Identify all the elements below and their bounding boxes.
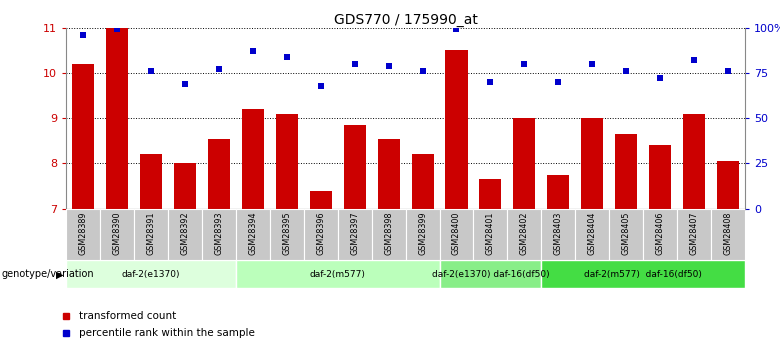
Bar	[236, 209, 270, 260]
Point	[688, 57, 700, 63]
Text: GSM28397: GSM28397	[350, 211, 360, 255]
Bar	[310, 190, 332, 209]
Bar	[73, 64, 94, 209]
Point	[349, 61, 361, 67]
Text: GSM28400: GSM28400	[452, 211, 461, 255]
Text: GSM28407: GSM28407	[690, 211, 699, 255]
Bar	[643, 209, 677, 260]
Text: GSM28393: GSM28393	[215, 211, 224, 255]
Bar	[412, 155, 434, 209]
Text: GSM28391: GSM28391	[147, 211, 156, 255]
Point	[246, 48, 259, 54]
Bar	[66, 260, 236, 288]
Bar	[304, 209, 338, 260]
Bar	[649, 145, 671, 209]
Bar	[270, 209, 304, 260]
Bar	[507, 209, 541, 260]
Text: GSM28408: GSM28408	[723, 211, 732, 255]
Text: ▶: ▶	[55, 269, 63, 279]
Bar	[541, 260, 745, 288]
Point	[111, 27, 123, 32]
Text: daf-2(m577): daf-2(m577)	[310, 270, 366, 279]
Bar	[677, 209, 711, 260]
Bar	[140, 155, 162, 209]
Text: GSM28394: GSM28394	[248, 211, 257, 255]
Bar	[513, 118, 535, 209]
Point	[179, 81, 191, 87]
Bar	[480, 179, 502, 209]
Bar	[66, 209, 101, 260]
Bar	[440, 209, 473, 260]
Text: GSM28398: GSM28398	[384, 211, 393, 255]
Bar	[344, 125, 366, 209]
Text: GSM28399: GSM28399	[418, 211, 427, 255]
Text: GSM28389: GSM28389	[79, 211, 88, 255]
Bar	[208, 139, 230, 209]
Bar	[242, 109, 264, 209]
Point	[586, 61, 598, 67]
Text: genotype/variation: genotype/variation	[2, 269, 94, 279]
Title: GDS770 / 175990_at: GDS770 / 175990_at	[334, 12, 477, 27]
Point	[213, 67, 225, 72]
Point	[518, 61, 530, 67]
Bar	[615, 134, 637, 209]
Text: GSM28392: GSM28392	[180, 211, 190, 255]
Text: daf-2(e1370) daf-16(df50): daf-2(e1370) daf-16(df50)	[431, 270, 549, 279]
Bar	[174, 164, 196, 209]
Bar	[236, 260, 440, 288]
Point	[314, 83, 327, 88]
Text: daf-2(m577)  daf-16(df50): daf-2(m577) daf-16(df50)	[584, 270, 702, 279]
Text: GSM28401: GSM28401	[486, 211, 495, 255]
Point	[722, 68, 734, 74]
Point	[484, 79, 497, 85]
Text: GSM28395: GSM28395	[282, 211, 292, 255]
Bar	[378, 139, 399, 209]
Bar	[101, 209, 134, 260]
Point	[620, 68, 633, 74]
Text: daf-2(e1370): daf-2(e1370)	[122, 270, 180, 279]
Bar	[711, 209, 745, 260]
Point	[382, 63, 395, 68]
Bar	[406, 209, 440, 260]
Bar	[541, 209, 576, 260]
Bar	[581, 118, 603, 209]
Bar	[440, 260, 541, 288]
Point	[77, 32, 90, 38]
Bar	[106, 28, 128, 209]
Point	[281, 54, 293, 59]
Bar	[276, 114, 298, 209]
Bar	[683, 114, 705, 209]
Text: GSM28406: GSM28406	[655, 211, 665, 255]
Text: GSM28396: GSM28396	[316, 211, 325, 255]
Text: GSM28404: GSM28404	[587, 211, 597, 255]
Bar	[445, 50, 467, 209]
Point	[417, 68, 429, 74]
Text: GSM28405: GSM28405	[622, 211, 631, 255]
Bar	[548, 175, 569, 209]
Bar	[134, 209, 168, 260]
Text: GSM28403: GSM28403	[554, 211, 563, 255]
Text: percentile rank within the sample: percentile rank within the sample	[79, 328, 254, 338]
Point	[145, 68, 158, 74]
Bar	[473, 209, 508, 260]
Bar	[202, 209, 236, 260]
Bar	[338, 209, 372, 260]
Bar	[576, 209, 609, 260]
Text: GSM28390: GSM28390	[112, 211, 122, 255]
Bar	[717, 161, 739, 209]
Text: GSM28402: GSM28402	[519, 211, 529, 255]
Point	[654, 76, 666, 81]
Bar	[609, 209, 643, 260]
Text: transformed count: transformed count	[79, 311, 176, 321]
Bar	[168, 209, 202, 260]
Bar	[371, 209, 406, 260]
Point	[450, 27, 463, 32]
Point	[552, 79, 565, 85]
